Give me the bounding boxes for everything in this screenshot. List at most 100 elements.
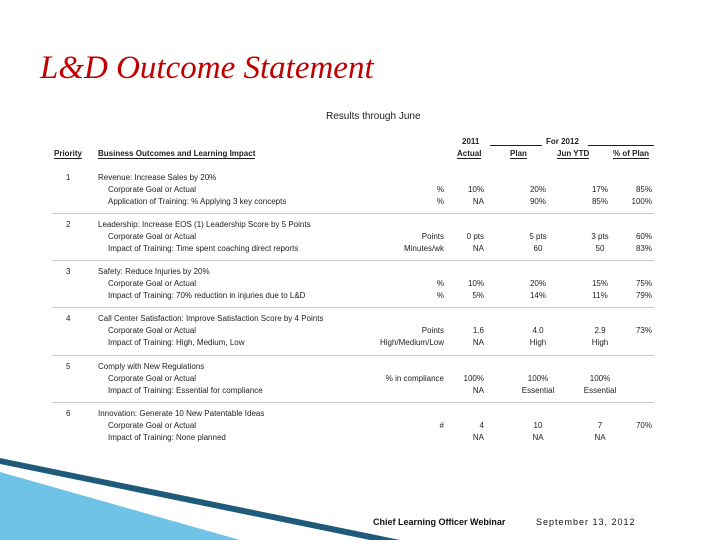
corner-stripe-light — [0, 472, 240, 540]
header-jun-ytd: Jun YTD — [557, 149, 590, 159]
plan-cell: Essential — [521, 386, 555, 395]
header-for-2012: For 2012 — [546, 137, 579, 146]
footer-webinar: Chief Learning Officer Webinar — [373, 517, 506, 527]
priority-number: 3 — [66, 267, 71, 276]
actual-cell: 0 pts — [466, 232, 484, 241]
unit-cell: Points — [421, 326, 444, 335]
pct-cell: 79% — [635, 291, 652, 300]
header-priority: Priority — [54, 149, 83, 159]
header-pct-of-plan: % of Plan — [613, 149, 650, 159]
pct-cell: 75% — [635, 279, 652, 288]
plan-cell: High — [529, 338, 547, 347]
actual-cell: 10% — [467, 279, 484, 288]
corner-stripe-dark — [0, 458, 400, 540]
ytd-cell: 7 — [597, 421, 603, 430]
actual-cell: NA — [472, 433, 484, 442]
priority-number: 4 — [66, 314, 71, 323]
slide-title: L&D Outcome Statement — [40, 50, 374, 86]
outcome-measure: Impact of Training: 70% reduction in inj… — [108, 291, 306, 300]
ytd-cell: 2.9 — [594, 326, 606, 335]
ytd-cell: 100% — [589, 374, 611, 383]
actual-cell: 1.6 — [472, 326, 484, 335]
results-heading: Results through June — [326, 111, 421, 122]
plan-cell: 20% — [529, 279, 546, 288]
ytd-cell: 85% — [591, 197, 608, 206]
pct-cell: 83% — [635, 244, 652, 253]
priority-number: 6 — [66, 409, 71, 418]
unit-cell: % — [436, 279, 444, 288]
pct-cell: 100% — [631, 197, 652, 206]
ytd-cell: NA — [594, 433, 606, 442]
actual-cell: NA — [472, 244, 484, 253]
outcome-measure: Impact of Training: Time spent coaching … — [108, 244, 299, 253]
pct-cell: 70% — [635, 421, 652, 430]
outcome-measure: Corporate Goal or Actual — [108, 374, 197, 383]
outcome-measure: Corporate Goal or Actual — [108, 421, 197, 430]
plan-cell: 60 — [533, 244, 543, 253]
priority-number: 5 — [66, 362, 71, 371]
actual-cell: 5% — [472, 291, 484, 300]
ytd-cell: 3 pts — [591, 232, 609, 241]
outcome-title: Leadership: Increase EOS (1) Leadership … — [98, 220, 311, 229]
outcome-measure: Application of Training: % Applying 3 ke… — [108, 197, 287, 206]
outcome-measure: Impact of Training: High, Medium, Low — [108, 338, 245, 347]
group-separator — [52, 213, 654, 214]
unit-cell: % — [436, 197, 444, 206]
outcome-measure: Corporate Goal or Actual — [108, 185, 197, 194]
group-separator — [52, 355, 654, 356]
for-2012-line-left — [490, 145, 542, 146]
unit-cell: % — [436, 291, 444, 300]
plan-cell: 100% — [527, 374, 549, 383]
priority-number: 1 — [66, 173, 71, 182]
pct-cell: 73% — [635, 326, 652, 335]
for-2012-line-right — [588, 145, 654, 146]
plan-cell: 5 pts — [529, 232, 547, 241]
group-separator — [52, 260, 654, 261]
outcome-measure: Corporate Goal or Actual — [108, 232, 197, 241]
ytd-cell: High — [591, 338, 609, 347]
ytd-cell: 50 — [595, 244, 605, 253]
plan-cell: 4.0 — [532, 326, 544, 335]
plan-cell: 20% — [529, 185, 546, 194]
plan-cell: NA — [532, 433, 544, 442]
unit-cell: % in compliance — [385, 374, 444, 383]
outcome-title: Innovation: Generate 10 New Patentable I… — [98, 409, 265, 418]
actual-cell: 4 — [479, 421, 484, 430]
header-2011: 2011 — [462, 137, 480, 146]
plan-cell: 14% — [529, 291, 546, 300]
priority-number: 2 — [66, 220, 71, 229]
unit-cell: Points — [421, 232, 444, 241]
ytd-cell: 17% — [591, 185, 608, 194]
corner-decoration — [0, 458, 400, 540]
outcome-measure: Corporate Goal or Actual — [108, 326, 197, 335]
actual-cell: 10% — [467, 185, 484, 194]
header-business-outcomes: Business Outcomes and Learning Impact — [98, 149, 256, 159]
plan-cell: 90% — [529, 197, 546, 206]
footer-date: September 13, 2012 — [536, 517, 636, 527]
pct-cell: 85% — [635, 185, 652, 194]
header-actual: Actual — [457, 149, 482, 159]
ytd-cell: 15% — [591, 279, 608, 288]
outcome-title: Revenue: Increase Sales by 20% — [98, 173, 217, 182]
pct-cell: 60% — [635, 232, 652, 241]
outcome-title: Call Center Satisfaction: Improve Satisf… — [98, 314, 324, 323]
outcome-title: Safety: Reduce Injuries by 20% — [98, 267, 210, 276]
outcome-measure: Impact of Training: Essential for compli… — [108, 386, 263, 395]
outcome-measure: Corporate Goal or Actual — [108, 279, 197, 288]
outcome-title: Comply with New Regulations — [98, 362, 205, 371]
actual-cell: NA — [472, 338, 484, 347]
actual-cell: NA — [472, 197, 484, 206]
header-plan: Plan — [510, 149, 527, 159]
unit-cell: High/Medium/Low — [379, 338, 444, 347]
ytd-cell: 11% — [592, 291, 608, 300]
group-separator — [52, 402, 654, 403]
unit-cell: # — [439, 421, 444, 430]
outcome-measure: Impact of Training: None planned — [108, 433, 226, 442]
unit-cell: Minutes/wk — [403, 244, 444, 253]
unit-cell: % — [436, 185, 444, 194]
plan-cell: 10 — [533, 421, 543, 430]
group-separator — [52, 307, 654, 308]
actual-cell: 100% — [463, 374, 484, 383]
ytd-cell: Essential — [583, 386, 617, 395]
actual-cell: NA — [472, 386, 484, 395]
